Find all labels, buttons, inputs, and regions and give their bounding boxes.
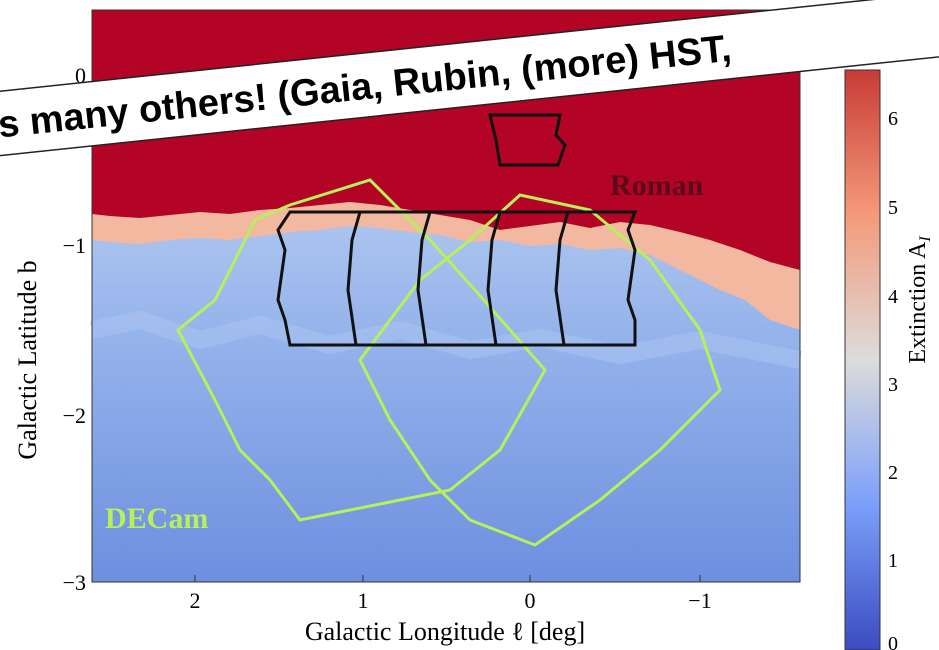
footprint-label: DECam — [105, 502, 208, 535]
y-tick-label: −1 — [63, 233, 86, 258]
y-tick-label: −2 — [63, 403, 86, 428]
colorbar-tick-label: 5 — [888, 197, 898, 219]
roman-footprint — [276, 113, 638, 347]
x-tick-label: 2 — [190, 588, 201, 613]
colorbar-tick-label: 0 — [888, 633, 898, 650]
y-axis: 0 −1 −2 −3 Galactic Latitude b — [13, 63, 86, 595]
colorbar-tick-label: 3 — [888, 374, 898, 396]
y-axis-label: Galactic Latitude b — [13, 260, 42, 459]
colorbar-tick-label: 4 — [888, 286, 898, 308]
footprint-label: Roman — [610, 169, 704, 202]
decam-footprints — [176, 178, 722, 547]
x-axis: 2 1 0 −1 Galactic Longitude ℓ [deg] — [190, 575, 712, 646]
colorbar-label: Extinction AI — [905, 236, 934, 364]
y-tick-label: −3 — [63, 570, 86, 595]
colorbar-tick-label: 2 — [888, 462, 898, 484]
colorbar-label-sub: I — [917, 236, 934, 243]
colorbar-tick-label: 1 — [888, 550, 898, 572]
x-tick-label: −1 — [688, 588, 711, 613]
x-axis-label: Galactic Longitude ℓ [deg] — [305, 617, 585, 646]
x-tick-label: 0 — [525, 588, 536, 613]
x-tick-label: 1 — [358, 588, 369, 613]
colorbar: 6 5 4 3 2 1 0 Extinction AI — [844, 69, 934, 650]
colorbar-label-text: Extinction A — [905, 241, 931, 364]
y-tick-label: 0 — [75, 63, 86, 88]
colorbar-tick-label: 6 — [888, 108, 898, 130]
